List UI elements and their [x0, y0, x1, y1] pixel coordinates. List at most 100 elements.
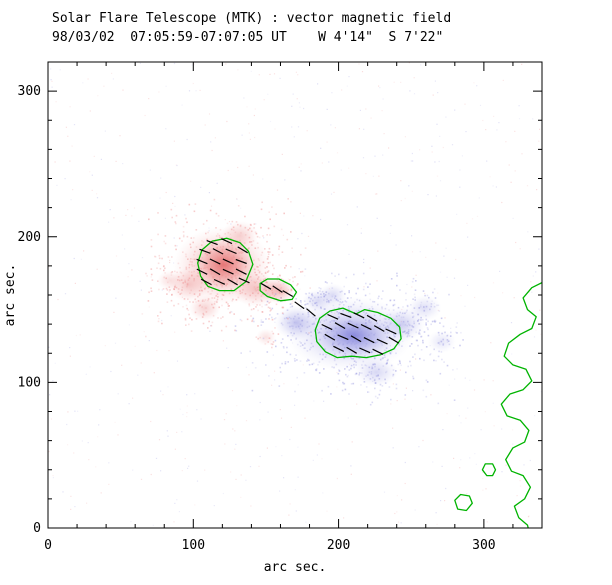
noise-dot — [109, 209, 111, 211]
region-speckle — [332, 304, 335, 307]
region-speckle — [208, 268, 211, 270]
noise-dot — [440, 500, 442, 502]
region-speckle — [362, 360, 365, 363]
region-speckle — [264, 248, 266, 250]
region-speckle — [377, 297, 379, 300]
region-speckle — [289, 353, 292, 356]
negative-polarity-region — [354, 357, 399, 387]
noise-dot — [117, 434, 119, 436]
noise-dot — [182, 413, 184, 416]
region-speckle — [347, 316, 350, 319]
noise-dot — [114, 342, 117, 344]
region-speckle — [377, 374, 379, 376]
region-speckle — [233, 263, 235, 266]
noise-dot — [413, 77, 415, 79]
region-speckle — [265, 318, 267, 320]
noise-dot — [73, 257, 75, 260]
region-speckle — [177, 279, 179, 281]
noise-dot — [446, 276, 448, 278]
region-speckle — [319, 338, 321, 341]
field-vector — [340, 312, 352, 318]
region-speckle — [331, 287, 334, 289]
region-speckle — [194, 203, 197, 205]
region-speckle — [275, 317, 277, 319]
noise-dot — [485, 129, 487, 131]
region-speckle — [211, 297, 213, 299]
region-speckle — [335, 363, 338, 366]
region-speckle — [350, 320, 353, 323]
region-speckle — [344, 300, 347, 302]
noise-dot — [139, 62, 141, 64]
region-speckle — [191, 275, 193, 277]
noise-dot — [181, 470, 183, 472]
region-speckle — [287, 317, 289, 320]
region-speckle — [271, 307, 274, 310]
region-speckle — [226, 283, 229, 285]
region-speckle — [408, 323, 410, 325]
noise-dot — [533, 336, 536, 338]
region-speckle — [269, 294, 271, 297]
noise-dot — [73, 452, 75, 454]
noise-dot — [422, 439, 424, 442]
noise-dot — [48, 346, 50, 348]
region-speckle — [210, 273, 213, 275]
region-speckle — [237, 223, 239, 226]
noise-dot — [89, 171, 91, 173]
region-speckle — [343, 285, 345, 288]
region-speckle — [347, 320, 350, 323]
region-speckle — [372, 363, 375, 366]
region-speckle — [246, 318, 249, 321]
region-speckle — [406, 331, 409, 334]
noise-dot — [363, 286, 365, 288]
noise-dot — [400, 200, 402, 202]
region-speckle — [304, 292, 307, 295]
region-speckle — [381, 307, 383, 310]
noise-dot — [273, 73, 276, 75]
region-speckle — [159, 311, 162, 314]
noise-dot — [169, 259, 171, 261]
noise-dot — [425, 256, 427, 258]
region-speckle — [235, 271, 238, 274]
region-speckle — [365, 322, 367, 324]
noise-dot — [320, 218, 322, 221]
region-speckle — [337, 372, 340, 375]
region-speckle — [364, 319, 367, 321]
region-speckle — [207, 231, 209, 234]
region-speckle — [308, 332, 310, 334]
region-speckle — [410, 329, 413, 331]
noise-dot — [99, 409, 101, 411]
region-speckle — [281, 362, 283, 365]
region-speckle — [231, 276, 233, 279]
noise-dot — [161, 289, 163, 291]
region-speckle — [249, 227, 251, 230]
noise-dot — [460, 422, 462, 424]
region-speckle — [184, 319, 187, 321]
noise-dot — [73, 124, 76, 126]
noise-dot — [510, 322, 513, 324]
region-speckle — [222, 280, 225, 282]
region-speckle — [260, 226, 262, 229]
noise-dot — [475, 463, 477, 465]
noise-dot — [365, 173, 367, 175]
noise-dot — [445, 487, 447, 490]
region-speckle — [190, 271, 193, 273]
region-speckle — [223, 291, 226, 293]
region-speckle — [342, 351, 345, 353]
region-speckle — [412, 375, 414, 378]
region-speckle — [396, 315, 398, 318]
region-speckle — [165, 287, 168, 290]
region-speckle — [221, 274, 224, 276]
noise-dot — [70, 495, 72, 497]
noise-dot — [388, 147, 390, 149]
region-speckle — [406, 335, 409, 338]
region-speckle — [228, 253, 230, 255]
region-speckle — [321, 389, 323, 392]
region-speckle — [254, 295, 257, 297]
noise-dot — [405, 387, 407, 389]
region-speckle — [217, 233, 219, 235]
noise-dot — [318, 443, 320, 445]
region-speckle — [327, 385, 330, 388]
region-speckle — [287, 198, 289, 200]
region-speckle — [299, 300, 302, 302]
region-speckle — [302, 313, 304, 315]
